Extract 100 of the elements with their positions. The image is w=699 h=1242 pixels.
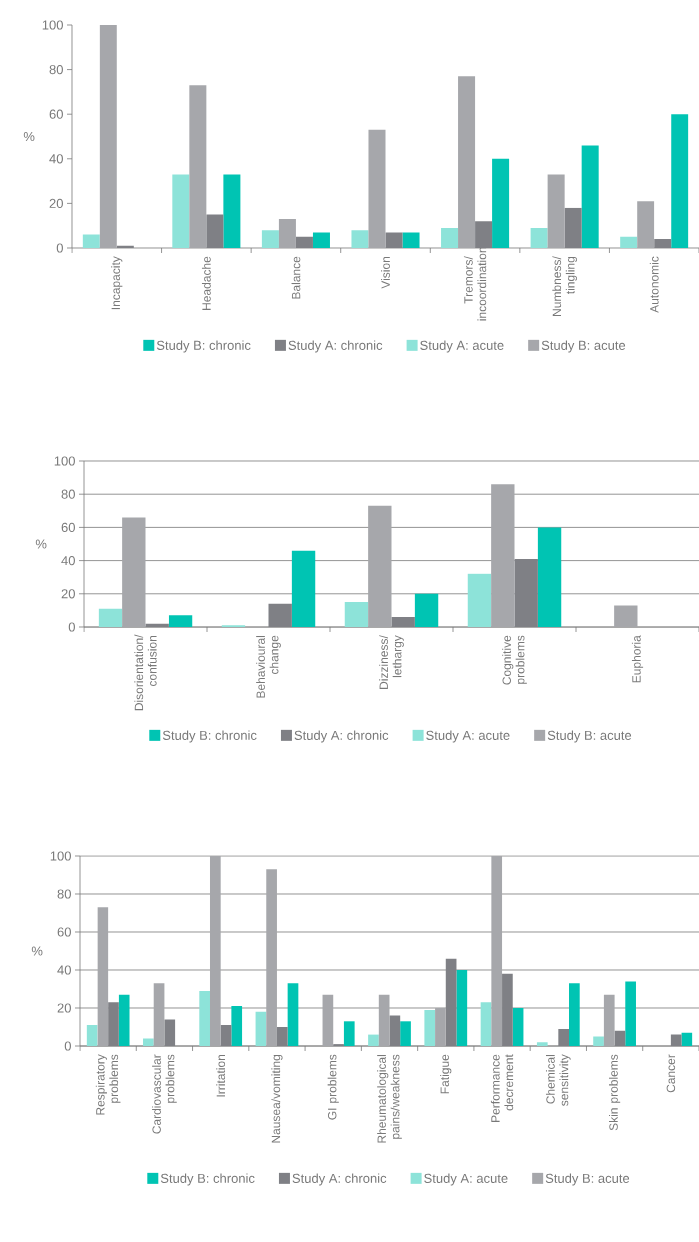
bar bbox=[400, 1021, 411, 1046]
y-tick-label: 100 bbox=[54, 456, 75, 466]
x-tick-label: Disorientation/ confusion bbox=[134, 634, 157, 711]
y-tick-label: 100 bbox=[50, 851, 71, 861]
x-tick-label: Balance bbox=[291, 256, 301, 299]
y-axis-title: % bbox=[31, 946, 43, 956]
y-axis-title: % bbox=[35, 539, 47, 549]
bar bbox=[172, 174, 190, 248]
x-tick-label: Vision bbox=[381, 256, 390, 289]
bar bbox=[620, 236, 638, 248]
legend-label: Study B: acute bbox=[545, 1173, 630, 1186]
bar bbox=[514, 558, 538, 627]
bar bbox=[164, 1019, 176, 1046]
bar bbox=[491, 484, 515, 627]
x-tick-label: Chemical sensitivity bbox=[545, 1054, 571, 1106]
bar bbox=[614, 1030, 626, 1046]
bar bbox=[391, 617, 415, 627]
bar bbox=[278, 219, 296, 248]
bar bbox=[614, 605, 638, 627]
bar bbox=[98, 608, 123, 627]
bar bbox=[231, 1006, 243, 1046]
bar bbox=[344, 602, 369, 627]
y-tick-label: 60 bbox=[49, 109, 63, 119]
bar bbox=[209, 856, 221, 1046]
bar bbox=[671, 114, 689, 248]
y-tick-label: 0 bbox=[56, 243, 63, 253]
bar bbox=[458, 76, 476, 248]
bar bbox=[569, 983, 580, 1046]
legend-label: Study B: acute bbox=[547, 730, 632, 743]
bar bbox=[255, 1011, 267, 1046]
x-tick-label: Nausea/vomiting bbox=[271, 1054, 283, 1143]
x-tick-label: Incapacity bbox=[111, 256, 123, 310]
y-tick-label: 20 bbox=[49, 198, 63, 208]
y-tick-label: 0 bbox=[64, 1041, 71, 1051]
bar bbox=[564, 207, 582, 248]
bar bbox=[547, 174, 565, 248]
x-tick-label: Autonomic bbox=[649, 256, 659, 313]
y-axis-title: % bbox=[23, 131, 35, 142]
bar bbox=[351, 230, 369, 248]
bar bbox=[368, 129, 386, 248]
bar bbox=[287, 983, 299, 1046]
x-tick-label: Dizziness/ lethargy bbox=[379, 635, 404, 689]
y-tick-label: 100 bbox=[42, 20, 63, 30]
bar bbox=[536, 1042, 548, 1046]
bar bbox=[99, 24, 117, 248]
y-tick-label: 80 bbox=[49, 64, 63, 75]
bar bbox=[322, 994, 334, 1046]
x-tick-label: Headache bbox=[201, 256, 211, 310]
bar bbox=[681, 1032, 693, 1046]
bar bbox=[654, 239, 672, 248]
legend-label: Study A: chronic bbox=[292, 1173, 387, 1186]
bar bbox=[122, 517, 146, 627]
bar bbox=[385, 232, 403, 248]
bar bbox=[467, 573, 492, 627]
x-tick-label: Cognitive problems bbox=[502, 635, 527, 685]
bar bbox=[512, 1008, 524, 1046]
x-tick-label: Respiratory problems bbox=[95, 1054, 121, 1115]
bar bbox=[153, 983, 165, 1046]
bar bbox=[343, 1021, 355, 1046]
y-tick-label: 60 bbox=[61, 522, 75, 532]
bar bbox=[276, 1027, 288, 1046]
bar bbox=[435, 1008, 446, 1046]
bar bbox=[118, 994, 130, 1046]
bar bbox=[593, 1036, 604, 1046]
bar bbox=[456, 970, 468, 1046]
legend-label: Study A: acute bbox=[424, 1173, 508, 1186]
y-tick-label: 20 bbox=[57, 1003, 71, 1013]
y-tick-label: 40 bbox=[57, 965, 71, 975]
y-tick-label: 60 bbox=[57, 927, 71, 937]
x-tick-label: Performance decrement bbox=[490, 1054, 514, 1122]
bar bbox=[603, 994, 615, 1046]
bar bbox=[441, 227, 459, 248]
bar bbox=[97, 907, 109, 1046]
bar bbox=[368, 1034, 379, 1046]
y-tick-label: 20 bbox=[61, 589, 75, 599]
x-tick-label: GI problems bbox=[327, 1054, 339, 1120]
bar bbox=[414, 593, 439, 627]
bar bbox=[670, 1034, 682, 1046]
bar bbox=[625, 981, 636, 1046]
y-tick-label: 80 bbox=[61, 489, 75, 499]
x-tick-label: Tremors/ incoordination bbox=[463, 247, 487, 321]
bar bbox=[295, 236, 313, 248]
legend-label: Study A: chronic bbox=[288, 340, 383, 353]
bar bbox=[206, 214, 224, 248]
legend-label: Study B: chronic bbox=[162, 730, 257, 743]
bar bbox=[424, 1009, 436, 1046]
bar bbox=[268, 603, 292, 627]
x-tick-label: Euphoria bbox=[631, 635, 644, 683]
bar bbox=[168, 615, 193, 627]
bar bbox=[530, 227, 548, 248]
bar bbox=[368, 505, 392, 627]
bar bbox=[581, 145, 599, 248]
legend-label: Study A: acute bbox=[426, 730, 510, 743]
bar bbox=[492, 158, 510, 248]
x-tick-label: Fatigue bbox=[440, 1054, 452, 1094]
x-tick-label: Skin problems bbox=[609, 1054, 621, 1131]
bar bbox=[143, 1038, 154, 1046]
legend-label: Study A: acute bbox=[420, 340, 504, 353]
x-tick-label: Cancer bbox=[666, 1054, 676, 1093]
x-tick-label: Behavioural change bbox=[256, 635, 281, 698]
